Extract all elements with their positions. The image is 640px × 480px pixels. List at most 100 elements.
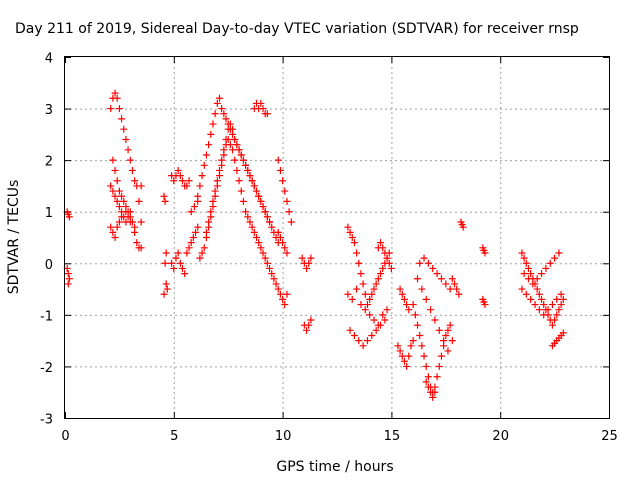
data-point xyxy=(303,326,311,334)
data-point xyxy=(242,208,250,216)
data-point xyxy=(196,182,204,190)
data-point xyxy=(218,161,226,169)
data-point xyxy=(442,331,450,339)
x-tick-label: 0 xyxy=(61,429,69,444)
data-point xyxy=(405,352,413,360)
data-point xyxy=(209,120,217,128)
data-point xyxy=(120,125,128,133)
data-point xyxy=(361,290,369,298)
data-point xyxy=(535,306,543,314)
data-point xyxy=(555,306,563,314)
data-point xyxy=(111,234,119,241)
data-point xyxy=(274,228,282,236)
data-point xyxy=(111,166,119,174)
data-point xyxy=(535,290,543,298)
data-point xyxy=(524,264,532,272)
data-point xyxy=(396,347,404,355)
data-point xyxy=(283,290,291,298)
data-point xyxy=(394,342,402,350)
data-point xyxy=(109,187,117,195)
data-point xyxy=(211,192,219,200)
data-point xyxy=(131,177,139,185)
data-point xyxy=(274,156,282,164)
data-point xyxy=(113,223,121,231)
data-point xyxy=(429,393,437,401)
data-point xyxy=(344,223,352,231)
data-point xyxy=(261,208,269,216)
y-tick-label: 3 xyxy=(45,103,53,118)
data-point xyxy=(538,270,546,278)
data-point xyxy=(346,326,354,334)
data-point xyxy=(233,166,241,174)
data-point xyxy=(107,182,115,190)
data-point xyxy=(433,373,441,381)
data-point xyxy=(161,259,169,267)
data-point xyxy=(183,249,191,257)
data-point xyxy=(281,187,289,195)
data-point xyxy=(453,285,461,293)
data-point xyxy=(379,244,387,252)
data-point xyxy=(122,208,130,216)
data-point xyxy=(529,280,537,288)
data-point xyxy=(424,373,432,381)
data-point xyxy=(359,280,367,288)
x-axis-label: GPS time / hours xyxy=(276,459,393,475)
data-point xyxy=(520,254,528,262)
y-axis-ticks: 4 3 2 1 0 -1 -2 -3 xyxy=(40,52,609,428)
data-point xyxy=(231,136,239,144)
data-point xyxy=(261,254,269,262)
data-point xyxy=(281,301,289,309)
data-point xyxy=(518,249,526,257)
data-point xyxy=(527,270,535,278)
data-point xyxy=(538,295,546,303)
data-point xyxy=(298,254,306,262)
y-tick-label: 4 xyxy=(45,52,53,67)
data-point xyxy=(113,94,121,102)
data-point xyxy=(250,182,258,190)
data-point xyxy=(359,342,367,350)
grid xyxy=(65,57,609,418)
data-point xyxy=(135,197,143,205)
data-point xyxy=(194,223,202,231)
data-point xyxy=(160,192,168,200)
data-point xyxy=(257,99,265,107)
data-point xyxy=(239,197,247,205)
y-tick-label: -3 xyxy=(40,413,53,428)
data-point xyxy=(522,290,530,298)
data-point xyxy=(424,383,432,391)
data-point xyxy=(211,110,219,118)
data-point xyxy=(137,218,145,226)
data-point xyxy=(118,213,126,221)
data-point xyxy=(209,203,217,211)
data-point xyxy=(176,172,184,180)
data-point xyxy=(179,177,187,185)
data-point xyxy=(400,357,408,365)
data-point xyxy=(268,223,276,231)
data-point xyxy=(233,141,241,149)
data-point xyxy=(405,306,413,314)
data-point xyxy=(235,146,243,154)
data-point xyxy=(124,213,132,221)
data-point xyxy=(379,264,387,272)
data-point xyxy=(202,151,210,159)
data-point xyxy=(368,290,376,298)
data-point xyxy=(433,270,441,278)
data-point xyxy=(348,295,356,303)
data-point xyxy=(161,197,169,205)
data-point xyxy=(107,105,115,113)
data-point xyxy=(205,223,213,231)
data-point xyxy=(444,326,452,334)
data-point xyxy=(170,264,178,272)
data-point xyxy=(361,306,369,314)
data-point xyxy=(259,105,267,113)
data-point xyxy=(194,192,202,200)
data-point xyxy=(377,321,385,329)
data-point xyxy=(187,208,195,216)
data-points xyxy=(63,89,567,401)
data-point xyxy=(353,285,361,293)
data-point xyxy=(244,213,252,221)
data-point xyxy=(200,244,208,252)
data-point xyxy=(346,228,354,236)
data-point xyxy=(120,197,128,205)
data-point xyxy=(553,295,561,303)
